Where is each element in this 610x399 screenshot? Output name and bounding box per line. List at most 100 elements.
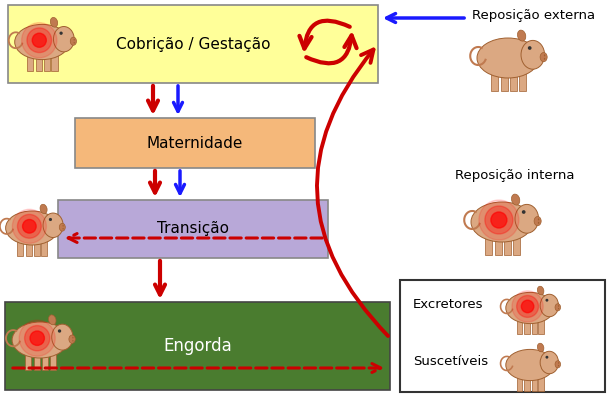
Ellipse shape bbox=[74, 42, 75, 43]
Bar bbox=[35, 55, 42, 71]
Circle shape bbox=[545, 356, 548, 359]
Bar bbox=[44, 55, 50, 71]
Circle shape bbox=[479, 200, 519, 240]
Circle shape bbox=[545, 299, 548, 302]
Bar bbox=[513, 237, 520, 255]
Circle shape bbox=[522, 300, 534, 313]
Ellipse shape bbox=[540, 351, 559, 374]
Bar bbox=[501, 73, 508, 91]
Ellipse shape bbox=[506, 350, 554, 381]
Bar bbox=[24, 354, 31, 370]
Bar bbox=[42, 354, 48, 370]
Circle shape bbox=[30, 331, 45, 346]
Circle shape bbox=[58, 329, 61, 333]
Ellipse shape bbox=[540, 294, 559, 317]
Ellipse shape bbox=[12, 322, 68, 358]
Circle shape bbox=[528, 46, 531, 50]
Ellipse shape bbox=[517, 30, 526, 41]
Text: Transição: Transição bbox=[157, 221, 229, 237]
Ellipse shape bbox=[54, 26, 74, 52]
Ellipse shape bbox=[5, 211, 59, 245]
Text: Excretores: Excretores bbox=[413, 298, 484, 311]
Bar bbox=[49, 354, 56, 370]
Bar bbox=[491, 73, 498, 91]
Bar bbox=[532, 377, 537, 391]
Bar bbox=[517, 320, 522, 334]
Ellipse shape bbox=[471, 202, 533, 242]
Ellipse shape bbox=[515, 204, 539, 233]
Circle shape bbox=[59, 32, 63, 35]
Ellipse shape bbox=[555, 304, 561, 311]
Ellipse shape bbox=[43, 213, 63, 237]
Text: Cobrição / Gestação: Cobrição / Gestação bbox=[116, 36, 270, 51]
Ellipse shape bbox=[544, 54, 545, 56]
Ellipse shape bbox=[544, 58, 545, 60]
Ellipse shape bbox=[15, 24, 70, 59]
Bar bbox=[517, 377, 522, 391]
Ellipse shape bbox=[52, 324, 73, 350]
Bar bbox=[51, 55, 57, 71]
Bar bbox=[26, 241, 32, 256]
Bar bbox=[510, 73, 517, 91]
Bar bbox=[525, 377, 530, 391]
Bar bbox=[518, 73, 526, 91]
Ellipse shape bbox=[537, 286, 544, 295]
Bar bbox=[8, 5, 378, 83]
Ellipse shape bbox=[538, 222, 539, 224]
Bar bbox=[18, 241, 23, 256]
Ellipse shape bbox=[537, 343, 544, 352]
Circle shape bbox=[27, 28, 52, 53]
Bar bbox=[75, 118, 315, 168]
Circle shape bbox=[24, 326, 50, 351]
Ellipse shape bbox=[40, 204, 47, 213]
Bar bbox=[539, 377, 544, 391]
Bar bbox=[504, 237, 511, 255]
Circle shape bbox=[18, 214, 41, 238]
Bar bbox=[41, 241, 47, 256]
Circle shape bbox=[485, 206, 513, 234]
Ellipse shape bbox=[558, 365, 559, 366]
Ellipse shape bbox=[49, 315, 56, 325]
Circle shape bbox=[517, 296, 539, 317]
Ellipse shape bbox=[73, 340, 74, 342]
Circle shape bbox=[12, 209, 46, 243]
Ellipse shape bbox=[59, 223, 65, 231]
Circle shape bbox=[22, 23, 57, 58]
Ellipse shape bbox=[512, 194, 520, 205]
Ellipse shape bbox=[74, 39, 75, 41]
Bar bbox=[400, 280, 605, 392]
Ellipse shape bbox=[538, 218, 539, 220]
Text: Suscetíveis: Suscetíveis bbox=[413, 355, 488, 368]
Ellipse shape bbox=[534, 217, 541, 226]
Bar bbox=[532, 320, 537, 334]
Bar bbox=[5, 302, 390, 390]
Text: Engorda: Engorda bbox=[163, 337, 232, 355]
Ellipse shape bbox=[558, 308, 559, 310]
Ellipse shape bbox=[62, 228, 63, 229]
Bar bbox=[539, 320, 544, 334]
Bar bbox=[34, 241, 40, 256]
Bar bbox=[27, 55, 33, 71]
Bar bbox=[525, 320, 530, 334]
Circle shape bbox=[32, 33, 46, 47]
Ellipse shape bbox=[70, 37, 76, 45]
Ellipse shape bbox=[69, 335, 75, 344]
Circle shape bbox=[49, 218, 52, 221]
Circle shape bbox=[522, 210, 526, 214]
Ellipse shape bbox=[555, 361, 561, 368]
Bar bbox=[485, 237, 492, 255]
Circle shape bbox=[512, 291, 543, 322]
Ellipse shape bbox=[540, 53, 547, 62]
Text: Reposição externa: Reposição externa bbox=[472, 8, 595, 22]
Text: Reposição interna: Reposição interna bbox=[455, 168, 575, 182]
Bar bbox=[34, 354, 40, 370]
Circle shape bbox=[19, 320, 56, 356]
Ellipse shape bbox=[477, 38, 539, 78]
Ellipse shape bbox=[506, 292, 554, 324]
Ellipse shape bbox=[521, 40, 545, 69]
Ellipse shape bbox=[73, 337, 74, 338]
Bar bbox=[495, 237, 502, 255]
Text: Maternidade: Maternidade bbox=[147, 136, 243, 150]
Ellipse shape bbox=[51, 18, 58, 27]
Circle shape bbox=[23, 219, 36, 233]
